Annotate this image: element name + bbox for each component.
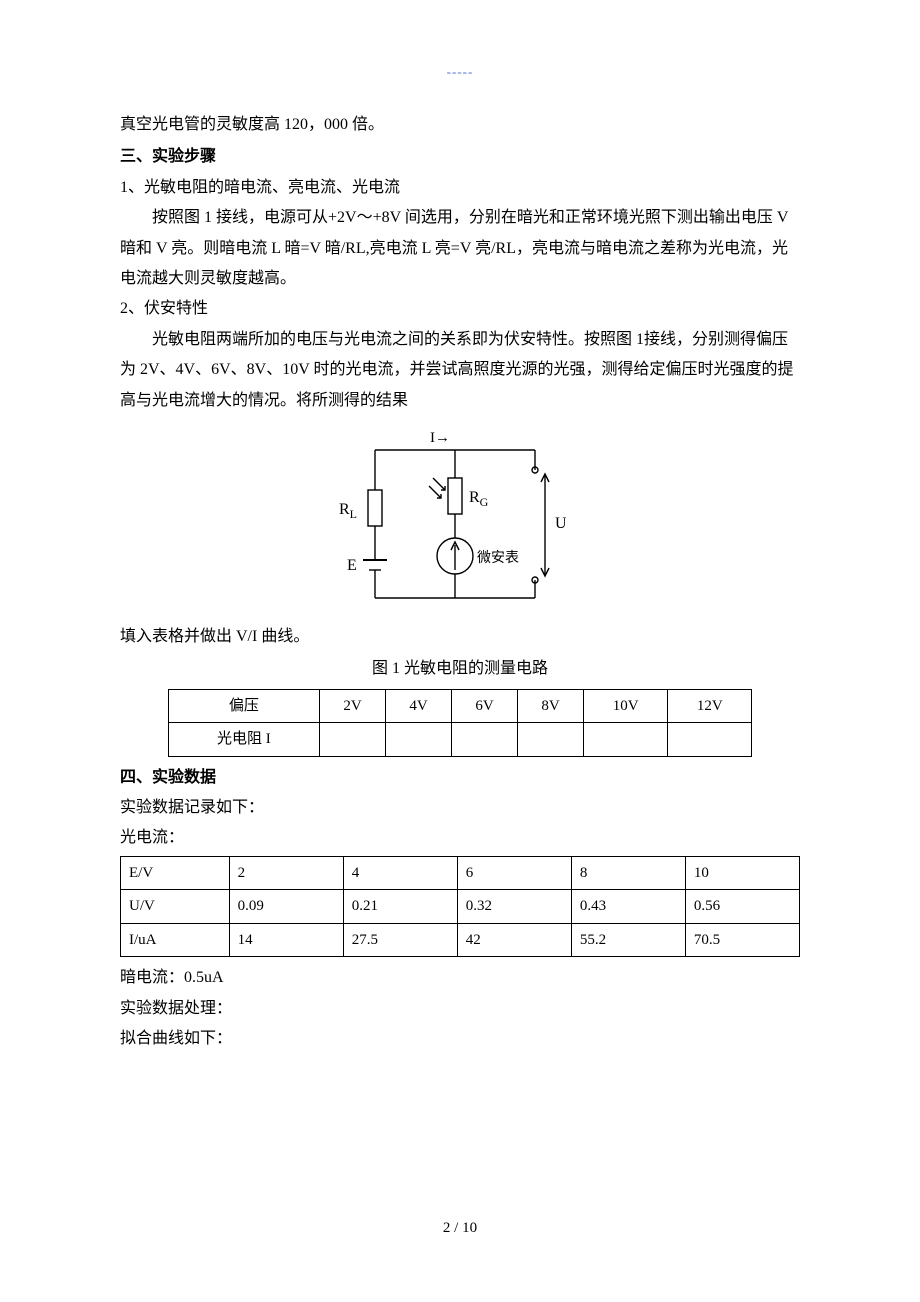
circuit-RL-sub: L — [350, 507, 357, 521]
t2-r1-c4: 8 — [571, 856, 685, 890]
t1-c4: 8V — [518, 689, 584, 723]
table-row: 偏压 2V 4V 6V 8V 10V 12V — [168, 689, 752, 723]
t2-r3-c1: 14 — [229, 923, 343, 957]
t1-c5: 10V — [584, 689, 668, 723]
table-row: I/uA 14 27.5 42 55.2 70.5 — [121, 923, 800, 957]
fit-curve: 拟合曲线如下： — [120, 1024, 800, 1054]
svg-text:RG: RG — [469, 489, 489, 509]
t2-r3-label: I/uA — [121, 923, 230, 957]
step2-title: 2、伏安特性 — [120, 294, 800, 324]
table-data: E/V 2 4 6 8 10 U/V 0.09 0.21 0.32 0.43 0… — [120, 856, 800, 958]
circuit-svg: I→ RL RG E U 微安表 — [325, 420, 595, 620]
t2-r2-c1: 0.09 — [229, 890, 343, 924]
step2-body: 光敏电阻两端所加的电压与光电流之间的关系即为伏安特性。按照图 1接线，分别测得偏… — [120, 325, 800, 416]
circuit-RL: R — [339, 501, 350, 518]
section-4-title: 四、实验数据 — [120, 763, 800, 793]
circuit-U: U — [555, 515, 567, 532]
t1-r2-c2 — [386, 723, 452, 757]
table-row: E/V 2 4 6 8 10 — [121, 856, 800, 890]
t2-r2-c4: 0.43 — [571, 890, 685, 924]
circuit-RG-sub: G — [480, 495, 489, 509]
t2-r1-c1: 2 — [229, 856, 343, 890]
t2-r2-c5: 0.56 — [685, 890, 799, 924]
t2-r1-c2: 4 — [343, 856, 457, 890]
t2-r3-c2: 27.5 — [343, 923, 457, 957]
t2-r3-c3: 42 — [457, 923, 571, 957]
circuit-E: E — [347, 557, 357, 574]
figure1-caption: 图 1 光敏电阻的测量电路 — [120, 654, 800, 684]
section-3-title: 三、实验步骤 — [120, 142, 800, 172]
t1-c1: 2V — [320, 689, 386, 723]
data-intro: 实验数据记录如下： — [120, 793, 800, 823]
header-dashes: ----- — [0, 60, 920, 85]
circuit-meter-label: 微安表 — [477, 550, 519, 566]
table-bias: 偏压 2V 4V 6V 8V 10V 12V 光电阻 I — [168, 689, 753, 757]
t1-c2: 4V — [386, 689, 452, 723]
circuit-I-label: I→ — [430, 430, 450, 446]
page-number: 2 / 10 — [0, 1214, 920, 1243]
table-row: U/V 0.09 0.21 0.32 0.43 0.56 — [121, 890, 800, 924]
circuit-RG: R — [469, 489, 480, 506]
t2-r2-c3: 0.32 — [457, 890, 571, 924]
t1-r2-c5 — [584, 723, 668, 757]
t1-r2-c3 — [452, 723, 518, 757]
t2-r1-c3: 6 — [457, 856, 571, 890]
step1-body: 按照图 1 接线，电源可从+2V～+8V 间选用，分别在暗光和正常环境光照下测出… — [120, 203, 800, 294]
dark-current: 暗电流：0.5uA — [120, 963, 800, 993]
t1-r2-c1 — [320, 723, 386, 757]
t1-r2-label: 光电阻 I — [168, 723, 319, 757]
fill-table-line: 填入表格并做出 V/I 曲线。 — [120, 622, 800, 652]
t1-c6: 12V — [668, 689, 752, 723]
page: ----- 真空光电管的灵敏度高 120，000 倍。 三、实验步骤 1、光敏电… — [0, 0, 920, 1302]
t1-r1-label: 偏压 — [168, 689, 319, 723]
t1-c3: 6V — [452, 689, 518, 723]
svg-text:RL: RL — [339, 501, 357, 521]
t2-r2-c2: 0.21 — [343, 890, 457, 924]
circuit-diagram: I→ RL RG E U 微安表 — [120, 420, 800, 620]
step1-title: 1、光敏电阻的暗电流、亮电流、光电流 — [120, 173, 800, 203]
t1-r2-c4 — [518, 723, 584, 757]
sensitivity-line: 真空光电管的灵敏度高 120，000 倍。 — [120, 110, 800, 140]
t2-r1-label: E/V — [121, 856, 230, 890]
photocurrent-label: 光电流： — [120, 823, 800, 853]
t2-r2-label: U/V — [121, 890, 230, 924]
data-process: 实验数据处理： — [120, 994, 800, 1024]
t1-r2-c6 — [668, 723, 752, 757]
t2-r3-c4: 55.2 — [571, 923, 685, 957]
t2-r1-c5: 10 — [685, 856, 799, 890]
t2-r3-c5: 70.5 — [685, 923, 799, 957]
table-row: 光电阻 I — [168, 723, 752, 757]
